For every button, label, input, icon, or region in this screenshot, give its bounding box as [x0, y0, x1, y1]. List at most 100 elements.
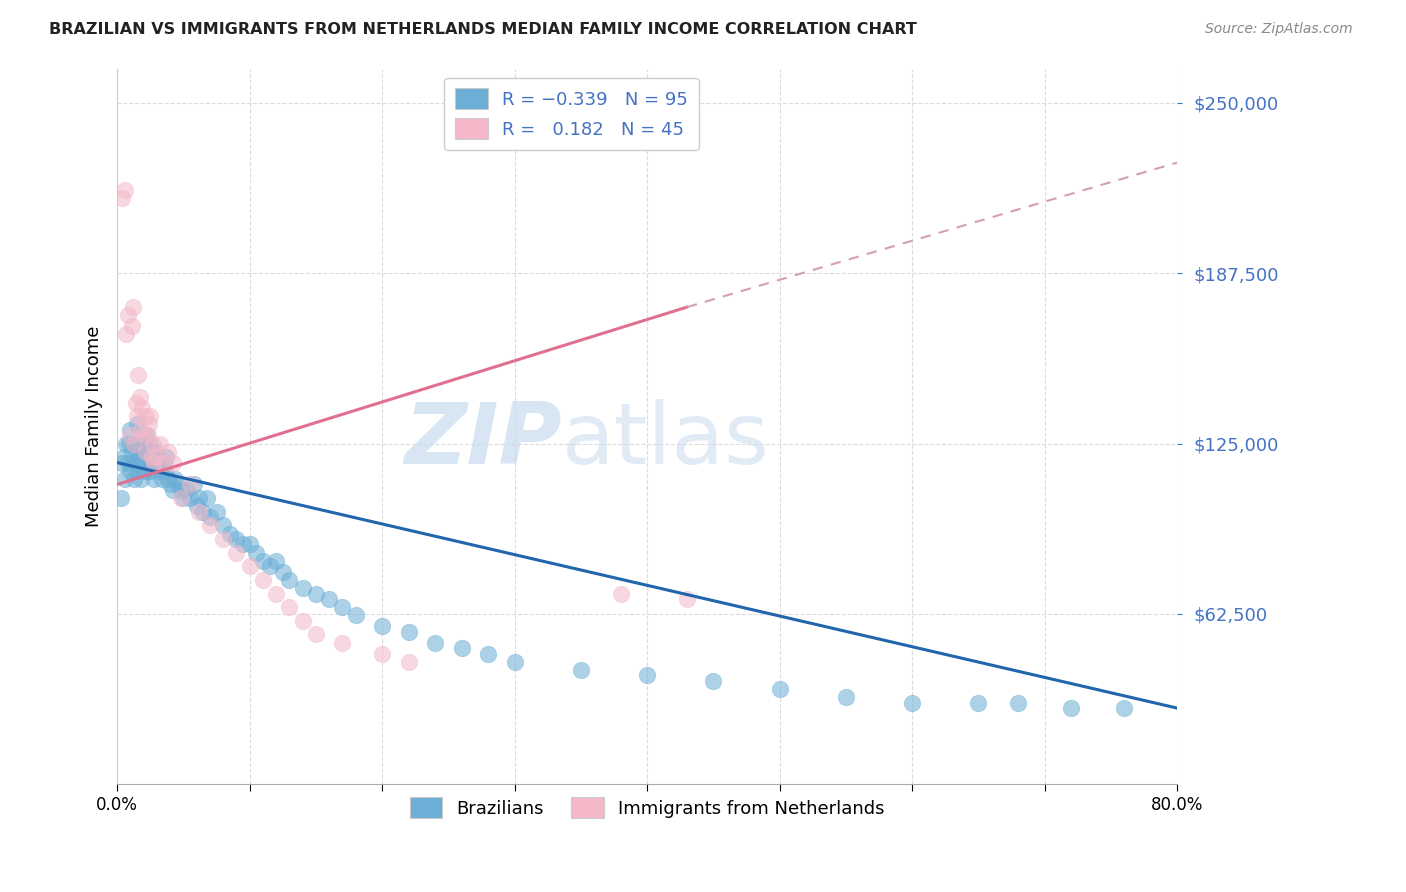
Point: [702, 673, 724, 688]
Point: [1007, 696, 1029, 710]
Point: [124, 472, 146, 486]
Point: [371, 647, 394, 661]
Point: [141, 450, 163, 465]
Point: [129, 423, 152, 437]
Point: [165, 472, 187, 486]
Point: [170, 483, 193, 497]
Point: [141, 464, 163, 478]
Point: [162, 456, 184, 470]
Point: [212, 518, 235, 533]
Point: [188, 505, 211, 519]
Point: [124, 436, 146, 450]
Point: [118, 436, 141, 450]
Point: [569, 663, 592, 677]
Point: [128, 390, 150, 404]
Point: [264, 586, 287, 600]
Point: [129, 436, 152, 450]
Point: [152, 456, 174, 470]
Point: [156, 444, 179, 458]
Point: [125, 456, 148, 470]
Point: [115, 327, 138, 342]
Point: [142, 436, 165, 450]
Point: [139, 409, 162, 424]
Point: [264, 554, 287, 568]
Point: [371, 619, 394, 633]
Point: [149, 436, 172, 450]
Point: [149, 456, 172, 470]
Point: [122, 300, 145, 314]
Point: [110, 491, 132, 505]
Point: [239, 559, 262, 574]
Point: [155, 450, 177, 465]
Point: [131, 450, 153, 465]
Point: [278, 573, 301, 587]
Point: [225, 532, 247, 546]
Point: [117, 309, 139, 323]
Point: [198, 518, 221, 533]
Point: [136, 428, 159, 442]
Point: [183, 477, 205, 491]
Point: [134, 444, 156, 458]
Point: [179, 491, 201, 505]
Point: [150, 472, 173, 486]
Point: [332, 600, 354, 615]
Point: [398, 624, 420, 639]
Point: [423, 635, 446, 649]
Point: [132, 428, 155, 442]
Point: [125, 409, 148, 424]
Text: atlas: atlas: [562, 400, 770, 483]
Point: [305, 627, 328, 641]
Point: [138, 417, 160, 432]
Point: [131, 401, 153, 415]
Point: [125, 395, 148, 409]
Point: [186, 500, 208, 514]
Text: Source: ZipAtlas.com: Source: ZipAtlas.com: [1205, 22, 1353, 37]
Point: [112, 450, 135, 465]
Point: [146, 450, 169, 465]
Point: [135, 456, 157, 470]
Point: [143, 472, 166, 486]
Point: [239, 537, 262, 551]
Point: [129, 472, 152, 486]
Point: [835, 690, 858, 705]
Point: [195, 491, 218, 505]
Point: [138, 444, 160, 458]
Point: [132, 436, 155, 450]
Point: [139, 436, 162, 450]
Point: [146, 456, 169, 470]
Point: [153, 464, 176, 478]
Point: [967, 696, 990, 710]
Point: [245, 546, 267, 560]
Point: [271, 565, 294, 579]
Point: [193, 505, 215, 519]
Y-axis label: Median Family Income: Median Family Income: [86, 326, 103, 527]
Point: [135, 444, 157, 458]
Point: [127, 464, 149, 478]
Point: [477, 647, 499, 661]
Point: [252, 554, 274, 568]
Point: [122, 456, 145, 470]
Point: [120, 428, 142, 442]
Point: [198, 510, 221, 524]
Point: [156, 472, 179, 486]
Point: [174, 483, 197, 497]
Point: [149, 464, 172, 478]
Point: [139, 456, 162, 470]
Point: [125, 450, 148, 465]
Text: ZIP: ZIP: [405, 400, 562, 483]
Text: BRAZILIAN VS IMMIGRANTS FROM NETHERLANDS MEDIAN FAMILY INCOME CORRELATION CHART: BRAZILIAN VS IMMIGRANTS FROM NETHERLANDS…: [49, 22, 917, 37]
Point: [218, 526, 240, 541]
Point: [115, 436, 138, 450]
Point: [205, 505, 228, 519]
Point: [225, 546, 247, 560]
Point: [1112, 701, 1135, 715]
Point: [305, 586, 328, 600]
Point: [142, 450, 165, 465]
Point: [179, 477, 201, 491]
Point: [450, 641, 472, 656]
Point: [135, 428, 157, 442]
Point: [188, 491, 211, 505]
Point: [609, 586, 631, 600]
Point: [127, 436, 149, 450]
Point: [172, 491, 194, 505]
